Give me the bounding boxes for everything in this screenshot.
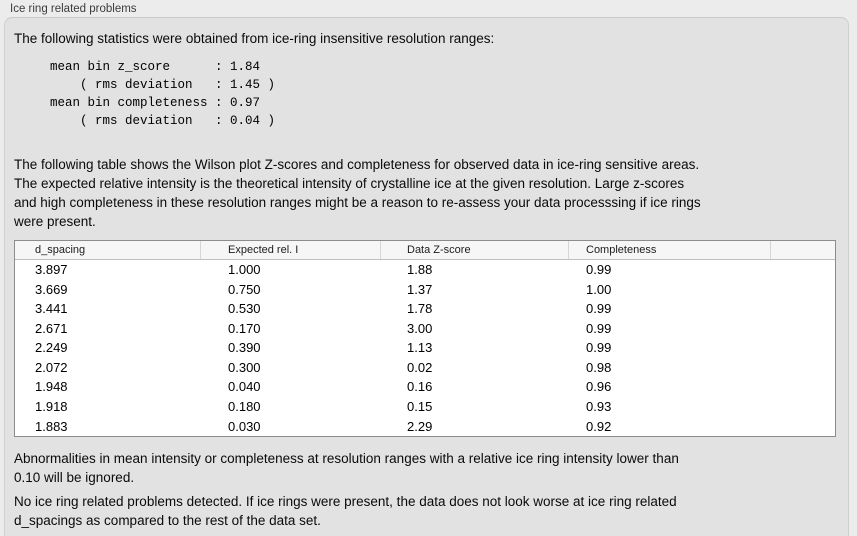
table-row[interactable]: 1.948 0.040 0.16 0.96 bbox=[15, 377, 835, 397]
table-body: 3.897 1.000 1.88 0.99 3.669 0.750 1.37 1.00 3.44… bbox=[15, 260, 835, 437]
table-cell: 0.99 bbox=[586, 301, 612, 317]
table-cell-empty bbox=[771, 260, 835, 280]
intro-paragraph: The following statistics were obtained f… bbox=[14, 31, 495, 46]
table-cell: 1.883 bbox=[35, 418, 68, 434]
table-cell: 2.29 bbox=[407, 418, 433, 434]
table-cell: 0.99 bbox=[586, 320, 612, 336]
table-cell: 1.37 bbox=[407, 281, 433, 297]
table-cell: 0.180 bbox=[228, 398, 261, 414]
table-cell: 0.530 bbox=[228, 301, 261, 317]
table-row[interactable]: 2.671 0.170 3.00 0.99 bbox=[15, 318, 835, 339]
table-cell: 0.030 bbox=[228, 418, 261, 434]
table-cell: 1.88 bbox=[407, 262, 433, 277]
column-header-data-z-score[interactable]: Data Z-score bbox=[381, 241, 569, 259]
table-cell: 0.99 bbox=[586, 340, 612, 356]
table-cell-empty bbox=[771, 397, 835, 417]
table-cell: 1.948 bbox=[35, 379, 68, 395]
table-cell-empty bbox=[771, 319, 835, 339]
table-cell: 1.78 bbox=[407, 301, 433, 317]
table-cell-empty bbox=[771, 299, 835, 319]
table-cell: 0.15 bbox=[407, 398, 433, 414]
table-cell: 1.918 bbox=[35, 398, 68, 414]
stats-block: mean bin z_score : 1.84 ( rms deviation … bbox=[50, 60, 276, 128]
table-cell: 0.98 bbox=[586, 359, 612, 375]
table-cell: 0.040 bbox=[228, 379, 261, 395]
table-cell: 0.16 bbox=[407, 379, 433, 395]
table-cell: 0.02 bbox=[407, 359, 433, 375]
table-cell: 0.750 bbox=[228, 281, 261, 297]
table-cell-empty bbox=[771, 338, 835, 358]
table-cell: 0.300 bbox=[228, 359, 261, 375]
column-header-d-spacing[interactable]: d_spacing bbox=[15, 241, 201, 259]
table-cell: 0.390 bbox=[228, 340, 261, 356]
table-cell-empty bbox=[771, 417, 835, 437]
column-header-expected-rel-i[interactable]: Expected rel. I bbox=[201, 241, 381, 259]
table-cell: 0.92 bbox=[586, 418, 612, 434]
table-cell: 0.96 bbox=[586, 379, 612, 395]
table-row[interactable]: 3.669 0.750 1.37 1.00 bbox=[15, 279, 835, 300]
table-row[interactable]: 3.441 0.530 1.78 0.99 bbox=[15, 299, 835, 319]
table-cell: 3.00 bbox=[407, 320, 433, 336]
table-cell: 2.671 bbox=[35, 320, 68, 336]
table-cell: 0.93 bbox=[586, 398, 612, 414]
column-header-empty bbox=[771, 241, 835, 259]
table-cell: 3.441 bbox=[35, 301, 68, 317]
table-cell-empty bbox=[771, 358, 835, 378]
ignore-note-paragraph: Abnormalities in mean intensity or compl… bbox=[14, 451, 679, 485]
table-row[interactable]: 1.883 0.030 2.29 0.92 bbox=[15, 416, 835, 437]
table-row[interactable]: 1.918 0.180 0.15 0.93 bbox=[15, 396, 835, 417]
table-cell-empty bbox=[771, 377, 835, 397]
table-row[interactable]: 3.897 1.000 1.88 0.99 bbox=[15, 260, 835, 280]
table-cell: 3.897 bbox=[35, 262, 68, 277]
table-row[interactable]: 2.249 0.390 1.13 0.99 bbox=[15, 338, 835, 358]
table-cell: 3.669 bbox=[35, 281, 68, 297]
table-cell: 0.99 bbox=[586, 262, 612, 277]
table-cell: 2.249 bbox=[35, 340, 68, 356]
table-cell: 0.170 bbox=[228, 320, 261, 336]
table-cell: 1.00 bbox=[586, 281, 612, 297]
ice-ring-table: d_spacing Expected rel. I Data Z-score C… bbox=[14, 240, 836, 437]
conclusion-paragraph: No ice ring related problems detected. I… bbox=[14, 494, 677, 528]
table-row[interactable]: 2.072 0.300 0.02 0.98 bbox=[15, 357, 835, 378]
table-cell: 2.072 bbox=[35, 359, 68, 375]
table-cell: 1.000 bbox=[228, 262, 261, 277]
table-cell-empty bbox=[771, 280, 835, 300]
table-cell: 1.13 bbox=[407, 340, 433, 356]
table-intro-paragraph: The following table shows the Wilson plo… bbox=[14, 157, 701, 229]
column-header-completeness[interactable]: Completeness bbox=[569, 241, 771, 259]
table-header-row: d_spacing Expected rel. I Data Z-score C… bbox=[15, 241, 835, 260]
groupbox-title: Ice ring related problems bbox=[10, 3, 137, 15]
